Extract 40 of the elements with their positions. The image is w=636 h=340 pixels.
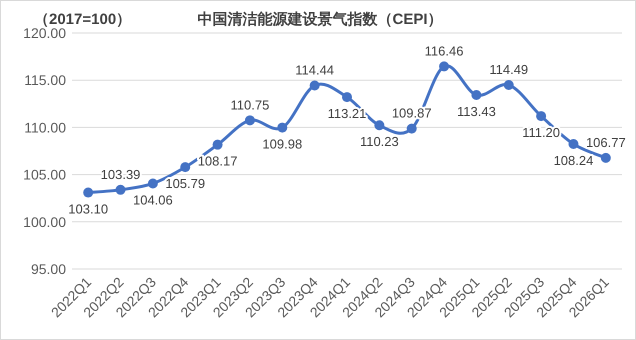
point bbox=[83, 188, 94, 198]
data-label: 114.44 bbox=[295, 62, 334, 78]
data-label: 108.17 bbox=[198, 154, 238, 169]
y-tick-label: 110.00 bbox=[24, 119, 66, 136]
data-label: 111.20 bbox=[522, 125, 560, 140]
point bbox=[244, 115, 255, 126]
data-label: 110.75 bbox=[230, 97, 270, 112]
data-label: 103.10 bbox=[68, 202, 108, 217]
point bbox=[310, 80, 320, 90]
chart-subtitle: （2017=100） bbox=[34, 11, 132, 28]
point bbox=[536, 111, 546, 122]
point bbox=[600, 152, 611, 163]
y-tick-label: 105.00 bbox=[23, 166, 66, 183]
chart-title: 中国清洁能源建设景气指数（CEPI） bbox=[197, 11, 443, 28]
point bbox=[504, 80, 514, 90]
point bbox=[212, 140, 223, 150]
point bbox=[116, 184, 126, 195]
point bbox=[439, 61, 450, 72]
point bbox=[568, 139, 578, 150]
y-tick-label: 115.00 bbox=[24, 72, 66, 88]
data-label: 116.46 bbox=[424, 43, 464, 58]
data-label: 108.24 bbox=[554, 153, 594, 168]
data-label: 104.06 bbox=[133, 192, 173, 208]
point bbox=[148, 178, 158, 188]
data-label: 110.23 bbox=[360, 134, 399, 150]
point bbox=[277, 122, 288, 133]
y-tick-label: 100.00 bbox=[23, 214, 66, 230]
point bbox=[406, 124, 417, 134]
data-label: 114.49 bbox=[489, 62, 528, 78]
data-label: 106.77 bbox=[586, 134, 626, 150]
point bbox=[342, 92, 352, 102]
point bbox=[374, 120, 384, 130]
point bbox=[180, 162, 190, 172]
y-tick-label: 95.00 bbox=[30, 261, 66, 277]
data-label: 105.79 bbox=[165, 176, 206, 192]
point bbox=[471, 90, 482, 100]
data-label: 103.39 bbox=[100, 166, 140, 182]
data-label: 113.43 bbox=[457, 104, 496, 120]
data-label: 109.98 bbox=[262, 136, 302, 152]
data-label: 113.21 bbox=[328, 106, 366, 122]
